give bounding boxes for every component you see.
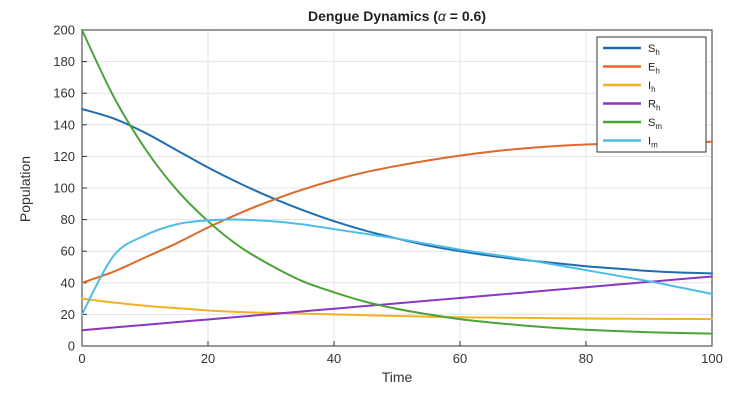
legend-item: Sm [603,117,662,131]
legend-item: Im [603,136,658,150]
x-tick-label: 20 [201,351,215,366]
y-tick-label: 200 [53,23,75,38]
y-tick-label: 20 [61,307,75,322]
y-tick-label: 60 [61,244,75,259]
y-axis-label: Population [17,156,33,222]
legend-item: Eh [603,62,660,76]
y-tick-label: 160 [53,86,75,101]
y-tick-label: 180 [53,54,75,69]
title-alpha-symbol: α [438,8,447,24]
x-axis-label: Time [382,369,413,385]
y-tick-label: 140 [53,117,75,132]
legend-label: Im [648,136,658,150]
series-line-ih [81,297,713,321]
title-suffix: = 0.6) [446,8,486,24]
y-tick-label: 40 [61,275,75,290]
x-tick-label: 0 [78,351,85,366]
legend-label: Eh [648,62,660,76]
x-tick-label: 40 [327,351,341,366]
series-line-eh [81,140,713,284]
legend-item: Rh [603,99,660,113]
x-tick-label: 60 [453,351,467,366]
series-line-im [81,218,713,316]
y-tick-label: 80 [61,212,75,227]
legend-label: Ih [648,80,656,94]
legend: Sh Eh Ih Rh Sm Im [596,36,707,153]
x-tick-label: 80 [579,351,593,366]
series-line-rh [81,275,713,332]
chart-title: Dengue Dynamics (α = 0.6) [308,8,486,24]
axes [81,29,713,347]
data-series [81,29,713,335]
legend-item: Ih [603,80,656,94]
x-tick-label: 100 [701,351,723,366]
y-tick-label: 0 [68,339,75,354]
y-tick-label: 100 [53,181,75,196]
legend-label: Rh [648,99,660,113]
legend-box [596,36,707,153]
series-line-sm [81,29,713,335]
y-tick-label: 120 [53,149,75,164]
tick-labels: 0 20 40 60 80 100 0 20 40 60 80 100 120 140 160 180 200 [53,23,723,367]
title-prefix: Dengue Dynamics ( [308,8,438,24]
legend-item: Sh [603,43,660,57]
legend-label: Sm [648,117,662,131]
legend-label: Sh [648,43,660,57]
